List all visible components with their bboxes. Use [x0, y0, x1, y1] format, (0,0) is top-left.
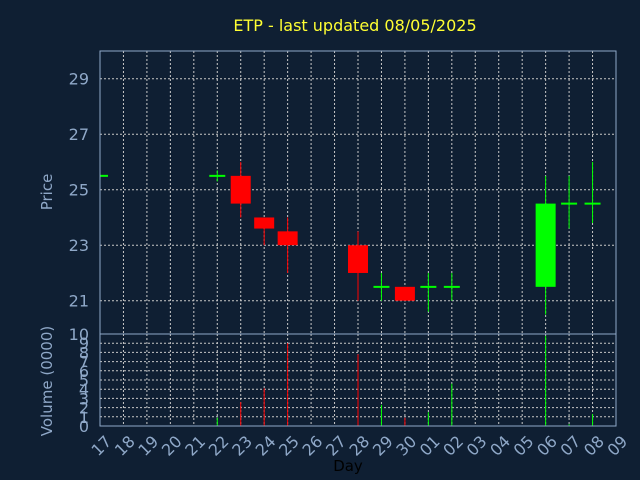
- candles: [100, 161, 601, 315]
- candle-body: [535, 203, 556, 287]
- candle-body: [230, 175, 251, 204]
- volume-tick-label: 0: [79, 417, 89, 436]
- volume-axis-title: Volume (0000): [38, 326, 56, 436]
- volume-panel-frame: [99, 333, 617, 427]
- chart-title: ETP - last updated 08/05/2025: [233, 16, 476, 35]
- price-tick-label: 23: [69, 236, 89, 255]
- candle-body: [277, 231, 298, 246]
- volume-bars: [216, 335, 594, 426]
- volume-tick-label: 7: [79, 353, 89, 372]
- x-tick-label: 09: [603, 432, 631, 460]
- candle-30: [394, 286, 415, 301]
- volume-tick-label: 9: [79, 334, 89, 353]
- candle-06: [535, 175, 556, 315]
- price-tick-label: 29: [69, 70, 89, 89]
- volume-tick-label: 4: [79, 380, 89, 399]
- x-axis-title: Day: [333, 457, 363, 475]
- candle-29: [373, 272, 390, 301]
- volume-tick-label: 5: [79, 371, 89, 390]
- candle-body: [348, 245, 368, 273]
- price-axis-title: Price: [38, 174, 56, 211]
- price-tick-labels: 21 23 25 27 29: [69, 70, 89, 311]
- candle-23: [230, 161, 251, 218]
- candle-body: [394, 286, 415, 301]
- candle-07: [561, 175, 578, 229]
- price-tick-label: 21: [69, 292, 89, 311]
- volume-tick-label: 3: [79, 389, 89, 408]
- candle-25: [277, 217, 298, 273]
- price-tick-label: 25: [69, 181, 89, 200]
- candle-28: [348, 231, 368, 301]
- volume-tick-label: 6: [79, 362, 89, 381]
- candle-22: [209, 170, 226, 182]
- volume-tick-label: 1: [79, 408, 89, 427]
- candle-body: [254, 217, 275, 229]
- volume-tick-label: 2: [79, 399, 89, 418]
- candle-02: [443, 272, 460, 301]
- candle-08: [584, 161, 601, 224]
- candle-24: [254, 217, 275, 246]
- candle-01: [420, 272, 437, 312]
- x-tick-labels: 1718192021222324252627282930010203040506…: [87, 432, 631, 460]
- volume-tick-label: 10: [69, 325, 89, 344]
- price-tick-label: 27: [69, 125, 89, 144]
- volume-tick-label: 8: [79, 343, 89, 362]
